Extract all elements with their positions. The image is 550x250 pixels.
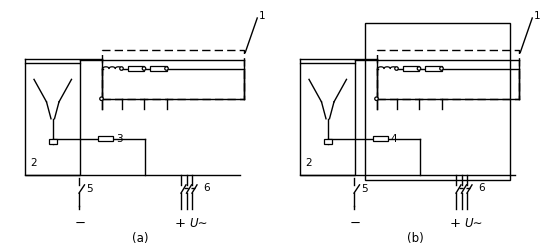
Text: (b): (b) <box>407 232 424 245</box>
Text: 5: 5 <box>86 184 93 194</box>
Circle shape <box>165 67 168 70</box>
Bar <box>403 66 419 71</box>
Text: 6: 6 <box>478 183 485 193</box>
Bar <box>25 62 80 175</box>
Bar <box>300 62 355 175</box>
Bar <box>128 66 144 71</box>
Text: −: − <box>350 217 361 230</box>
Text: 6: 6 <box>204 183 210 193</box>
Circle shape <box>440 67 443 70</box>
Bar <box>98 136 113 141</box>
Text: −: − <box>75 217 86 230</box>
Circle shape <box>100 97 103 100</box>
Bar <box>324 139 332 143</box>
Text: +: + <box>175 217 186 230</box>
Bar <box>49 139 57 143</box>
Bar <box>150 66 167 71</box>
Circle shape <box>417 67 421 70</box>
Circle shape <box>120 67 123 70</box>
Text: 2: 2 <box>305 158 312 168</box>
Text: 1: 1 <box>259 11 266 21</box>
Bar <box>425 66 442 71</box>
Text: U∼: U∼ <box>464 217 482 230</box>
Text: 3: 3 <box>116 134 122 144</box>
Text: U∼: U∼ <box>189 217 207 230</box>
Text: 4: 4 <box>390 134 397 144</box>
Text: 1: 1 <box>534 11 541 21</box>
Text: +: + <box>450 217 461 230</box>
Bar <box>365 22 510 180</box>
Bar <box>373 136 388 141</box>
Circle shape <box>375 97 378 100</box>
Text: 2: 2 <box>30 158 37 168</box>
Text: (a): (a) <box>132 232 148 245</box>
Circle shape <box>142 67 146 70</box>
Text: 5: 5 <box>361 184 368 194</box>
Circle shape <box>395 67 398 70</box>
